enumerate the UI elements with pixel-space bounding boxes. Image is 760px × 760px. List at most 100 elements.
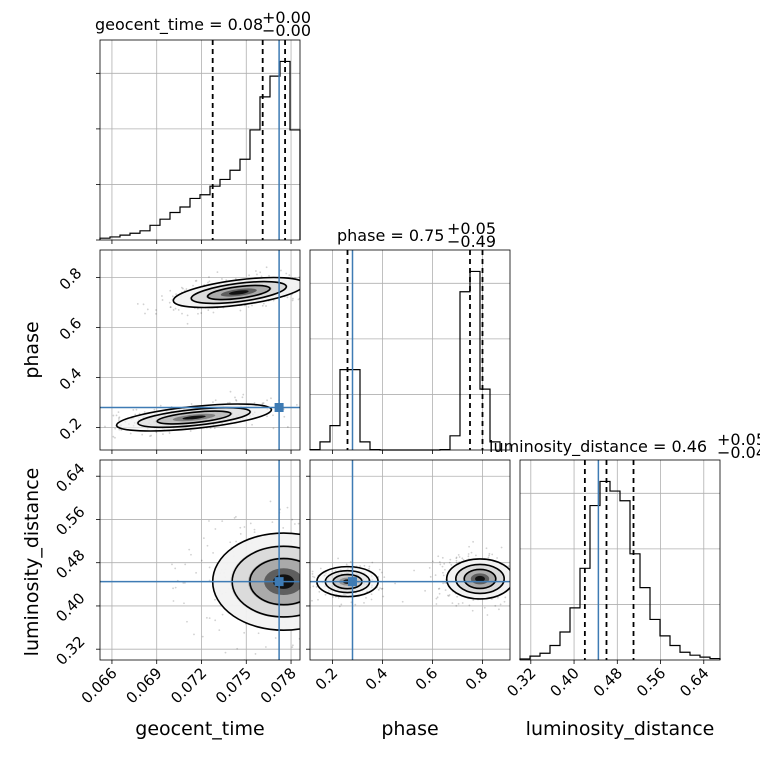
scatter-point	[330, 527, 332, 529]
scatter-point	[324, 574, 326, 576]
scatter-point	[272, 427, 275, 430]
scatter-point	[129, 432, 132, 435]
scatter-point	[228, 401, 231, 404]
scatter-point	[365, 596, 367, 599]
scatter-point	[195, 279, 198, 282]
scatter-point	[516, 595, 518, 597]
scatter-point	[320, 555, 322, 557]
xtick-label-phase-2: 0.6	[412, 664, 442, 694]
scatter-point	[300, 548, 302, 550]
scatter-point	[318, 590, 321, 593]
scatter-point	[363, 602, 365, 604]
scatter-point	[313, 600, 315, 602]
scatter-point	[315, 408, 317, 410]
title-luminosity-distance-main: luminosity_distance = 0.46	[489, 437, 707, 457]
scatter-point	[327, 553, 329, 555]
scatter-point	[370, 593, 373, 596]
scatter-point	[313, 555, 315, 557]
scatter-point	[345, 553, 347, 555]
scatter-point	[511, 574, 513, 576]
scatter-point	[515, 557, 517, 559]
scatter-point	[443, 562, 446, 565]
scatter-point	[143, 411, 146, 413]
xtick-label-luminosity_distance-1: 0.40	[547, 664, 583, 700]
scatter-point	[383, 576, 386, 579]
scatter-point	[118, 416, 121, 419]
scatter-point	[343, 593, 345, 596]
scatter-point	[175, 293, 178, 296]
scatter-point	[257, 632, 260, 635]
scatter-point	[214, 619, 217, 622]
scatter-point	[337, 572, 340, 575]
scatter-point	[197, 312, 199, 315]
scatter-point	[500, 546, 503, 549]
scatter-point	[202, 537, 205, 540]
scatter-point	[286, 426, 289, 428]
scatter-point	[461, 602, 464, 604]
scatter-point	[350, 567, 352, 570]
scatter-point	[340, 544, 342, 546]
scatter-point	[499, 603, 502, 606]
scatter-point	[348, 554, 350, 556]
scatter-point	[189, 430, 192, 432]
scatter-point	[355, 573, 358, 576]
scatter-point	[313, 587, 315, 589]
title-geocent-time-plus: +0.00	[262, 8, 311, 27]
scatter-point	[491, 553, 494, 556]
scatter-point	[212, 552, 214, 554]
contour-line-0	[115, 403, 273, 432]
scatter-point	[282, 527, 285, 529]
scatter-point	[313, 618, 315, 620]
scatter-point	[209, 427, 212, 429]
scatter-point	[377, 575, 380, 578]
title-geocent-time-main: geocent_time = 0.08	[95, 15, 263, 35]
scatter-point	[253, 531, 256, 534]
scatter-point	[225, 279, 228, 282]
scatter-point	[265, 305, 267, 307]
density-peak	[228, 290, 249, 295]
scatter-point	[438, 587, 441, 590]
scatter-point	[312, 609, 314, 611]
scatter-point	[161, 295, 163, 297]
scatter-point	[186, 314, 189, 317]
scatter-point	[301, 271, 303, 273]
scatter-point	[323, 636, 325, 638]
scatter-point	[442, 574, 445, 577]
scatter-point	[442, 571, 444, 574]
scatter-point	[341, 577, 344, 579]
scatter-point	[293, 523, 296, 525]
scatter-point	[214, 399, 217, 402]
scatter-point	[307, 647, 309, 649]
scatter-point	[310, 565, 312, 567]
scatter-point	[461, 557, 464, 560]
scatter-point	[510, 580, 512, 582]
scatter-point	[266, 399, 268, 402]
scatter-point	[497, 596, 499, 599]
scatter-point	[358, 612, 360, 614]
xtick-label-luminosity_distance-3: 0.56	[633, 664, 669, 700]
scatter-point	[315, 574, 317, 576]
scatter-point	[192, 284, 194, 287]
xtick-label-geocent_time-3: 0.075	[212, 664, 255, 707]
scatter-point	[512, 594, 514, 596]
scatter-point	[182, 582, 185, 584]
scatter-point	[307, 306, 309, 308]
scatter-point	[135, 408, 138, 411]
scatter-point	[428, 567, 431, 569]
scatter-point	[364, 630, 366, 632]
scatter-point	[114, 427, 117, 430]
scatter-point	[190, 403, 193, 405]
scatter-point	[375, 509, 377, 511]
scatter-point	[312, 403, 314, 405]
scatter-point	[337, 557, 339, 560]
scatter-point	[349, 560, 352, 563]
scatter-point	[340, 603, 343, 606]
scatter-point	[442, 582, 444, 585]
scatter-point	[331, 570, 333, 573]
scatter-point	[283, 415, 286, 418]
scatter-point	[214, 662, 216, 664]
scatter-point	[301, 568, 303, 570]
scatter-point	[511, 583, 513, 585]
scatter-point	[322, 566, 324, 568]
scatter-point	[271, 521, 274, 524]
